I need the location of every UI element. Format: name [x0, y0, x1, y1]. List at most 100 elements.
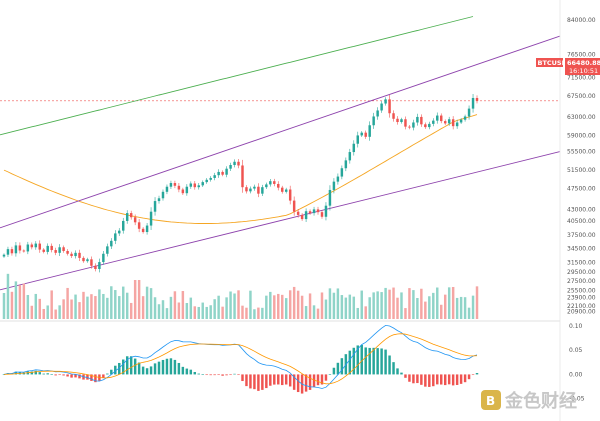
- macd-histogram-bar: [463, 374, 467, 383]
- candle-body: [269, 181, 272, 185]
- candle-body: [129, 213, 133, 218]
- candle-body: [30, 244, 34, 248]
- watermark: B 金色财经: [481, 390, 577, 412]
- macd-histogram-bar: [221, 374, 224, 376]
- candle-body: [241, 165, 244, 188]
- candle-body: [261, 187, 264, 194]
- price-tick-label: 27500.00: [567, 278, 596, 285]
- macd-histogram-bar: [169, 358, 173, 375]
- macd-histogram-bar: [261, 374, 264, 390]
- macd-histogram-bar: [74, 374, 77, 378]
- candle-body: [300, 214, 304, 220]
- price-tick-label: 59000.00: [567, 132, 596, 139]
- volume-bar: [181, 291, 185, 319]
- macd-histogram-bar: [30, 371, 34, 375]
- macd-histogram-bar: [66, 374, 69, 377]
- macd-histogram-bar: [106, 373, 109, 375]
- volume-bar: [46, 305, 49, 319]
- candle-body: [475, 97, 479, 101]
- volume-bar: [451, 286, 455, 319]
- volume-bar: [316, 308, 320, 319]
- volume-bar: [281, 294, 284, 319]
- candle-body: [447, 119, 451, 124]
- candle-body: [217, 171, 220, 176]
- candle-body: [74, 252, 77, 257]
- volume-bar: [189, 297, 193, 319]
- macd-histogram-bar: [245, 374, 248, 387]
- candle-body: [324, 205, 328, 217]
- candle-body: [70, 253, 73, 257]
- macd-histogram-bar: [328, 374, 332, 375]
- volume-bar: [324, 299, 328, 319]
- candle-body: [137, 222, 141, 229]
- price-tick-label: 40500.00: [567, 218, 596, 225]
- macd-histogram-bar: [193, 371, 197, 375]
- candle-body: [209, 177, 212, 180]
- candle-body: [161, 191, 165, 199]
- macd-histogram-bar: [336, 362, 340, 375]
- volume-bar: [241, 305, 244, 319]
- volume-bar: [34, 293, 38, 319]
- candle-body: [281, 187, 284, 192]
- macd-histogram-bar: [78, 374, 81, 379]
- volume-bar: [392, 287, 395, 319]
- macd-histogram-bar: [114, 365, 117, 375]
- volume-bar: [141, 296, 145, 319]
- macd-histogram-bar: [380, 348, 383, 375]
- candle-body: [348, 152, 352, 161]
- volume-bar: [90, 294, 93, 319]
- candle-body: [312, 209, 316, 214]
- volume-bar: [10, 291, 14, 319]
- candle-body: [308, 211, 312, 214]
- candle-body: [416, 116, 419, 123]
- volume-bar: [157, 304, 161, 319]
- candle-body: [237, 161, 240, 166]
- macd-histogram-bar: [304, 374, 308, 392]
- medium-ma-line: [3, 114, 478, 224]
- volume-bar: [161, 300, 165, 319]
- candle-body: [459, 119, 463, 123]
- candle-body: [2, 254, 6, 257]
- volume-bar: [396, 297, 399, 319]
- macd-histogram-bar: [356, 345, 359, 375]
- volume-bar: [475, 286, 479, 319]
- macd-histogram-bar: [241, 374, 244, 382]
- macd-histogram-bar: [253, 374, 256, 390]
- candle-body: [189, 183, 193, 187]
- macd-histogram-bar: [153, 363, 157, 375]
- macd-histogram-bar: [292, 374, 296, 390]
- macd-histogram-bar: [269, 374, 272, 386]
- candle-body: [221, 171, 224, 175]
- macd-histogram-bar: [340, 358, 344, 375]
- candle-body: [467, 108, 471, 117]
- macd-histogram-bar: [467, 374, 471, 380]
- volume-bar: [153, 297, 157, 319]
- candle-body: [26, 244, 30, 252]
- volume-bar: [237, 290, 240, 319]
- price-tick-label: 23900.00: [567, 295, 596, 302]
- volume-bar: [428, 296, 431, 319]
- candle-body: [249, 188, 252, 192]
- volume-bar: [348, 294, 352, 319]
- volume-bar: [443, 294, 447, 319]
- volume-bar: [388, 289, 391, 319]
- volume-bar: [229, 291, 232, 319]
- price-tick-label: 31500.00: [567, 260, 596, 267]
- candle-body: [106, 246, 109, 254]
- candle-body: [340, 168, 344, 177]
- macd-histogram-bar: [376, 348, 379, 375]
- candle-body: [400, 119, 403, 123]
- candle-body: [273, 181, 276, 184]
- candle-body: [451, 119, 455, 127]
- volume-bar: [440, 304, 443, 319]
- macd-histogram-bar: [122, 359, 125, 375]
- volume-bar: [169, 296, 173, 319]
- volume-bar: [352, 296, 356, 319]
- price-tick-label: 25500.00: [567, 287, 596, 294]
- candle-body: [440, 115, 443, 122]
- volume-bar: [408, 288, 411, 319]
- volume-bar: [137, 280, 141, 319]
- candle-body: [253, 186, 256, 189]
- macd-histogram-bar: [436, 374, 439, 385]
- macd-histogram-bar: [364, 347, 367, 375]
